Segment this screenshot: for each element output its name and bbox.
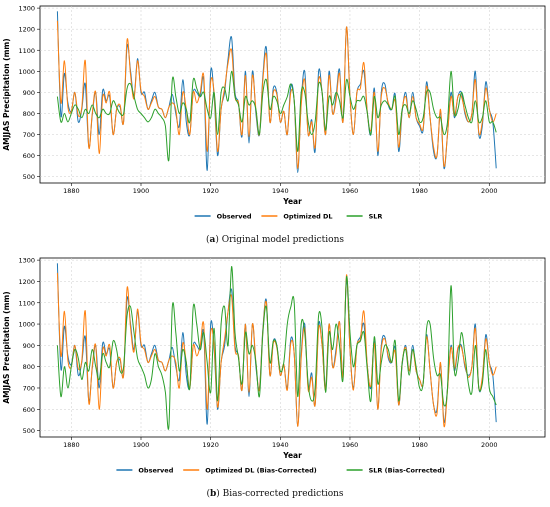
legend-label-0: Observed: [138, 467, 173, 475]
y-axis-label: AMJJAS Precipitation (mm): [2, 291, 11, 403]
y-tick-label: 1200: [18, 278, 35, 286]
caption-a: (a) Original model predictions: [205, 235, 344, 245]
x-tick-label: 1960: [342, 187, 359, 195]
caption-b-text: Bias-corrected predictions: [219, 489, 344, 499]
y-tick-label: 1300: [18, 5, 35, 13]
chart-panel-a: 500 600 700 800 900 1000 1100 1200 1300 1880 1900 1…: [0, 0, 550, 230]
x-tick-label: 1940: [272, 187, 289, 195]
y-tick-label: 1100: [18, 47, 35, 55]
plot-area: [39, 5, 546, 184]
x-axis-label: Year: [282, 451, 302, 460]
y-axis-label: AMJJAS Precipitation (mm): [2, 38, 11, 150]
x-tick-label: 1980: [411, 187, 428, 195]
y-tick-label: 1200: [18, 26, 35, 34]
series-line-2: [56, 265, 497, 430]
y-tick-label: 600: [23, 406, 35, 414]
y-tick-label: 900: [23, 342, 35, 350]
caption-a-text: Original model predictions: [218, 235, 344, 245]
series-line-2: [56, 70, 497, 162]
caption-a-letter: a: [209, 235, 216, 245]
y-tick-label: 500: [23, 427, 35, 435]
legend-label-2: SLR (Bias-Corrected): [369, 467, 445, 475]
x-tick-label: 1960: [342, 441, 359, 449]
chart-b: 500 600 700 800 900 1000 1100 1200 1300 1880 1900 1…: [2, 257, 546, 475]
legend-label-1: Optimized DL (Bias-Corrected): [205, 467, 317, 475]
y-tick-label: 600: [23, 152, 35, 160]
x-tick-label: 1940: [272, 441, 289, 449]
x-tick-label: 2000: [481, 187, 498, 195]
x-tick-label: 1980: [411, 441, 428, 449]
y-tick-label: 700: [23, 131, 35, 139]
y-tick-label: 700: [23, 384, 35, 392]
x-tick-label: 1920: [202, 441, 219, 449]
x-axis-label: Year: [282, 197, 302, 206]
chart-panel-b: 500 600 700 800 900 1000 1100 1200 1300 1880 1900 1…: [0, 253, 550, 485]
y-tick-label: 1000: [18, 321, 35, 329]
legend-label-0: Observed: [217, 213, 252, 221]
y-tick-label: 1000: [18, 68, 35, 76]
y-tick-label: 500: [23, 173, 35, 181]
x-tick-label: 1880: [63, 187, 80, 195]
x-tick-label: 2000: [481, 441, 498, 449]
chart-a: 500 600 700 800 900 1000 1100 1200 1300 1880 1900 1…: [2, 5, 546, 221]
y-tick-label: 1100: [18, 299, 35, 307]
caption-b: (b) Bias-corrected predictions: [206, 489, 344, 499]
y-tick-label: 1300: [18, 257, 35, 265]
legend-label-1: Optimized DL: [283, 213, 332, 221]
x-tick-label: 1920: [202, 187, 219, 195]
series-line-1: [56, 20, 497, 169]
y-tick-label: 900: [23, 89, 35, 97]
x-tick-label: 1880: [63, 441, 80, 449]
y-tick-label: 800: [23, 363, 35, 371]
legend-label-2: SLR: [369, 213, 383, 221]
plot-area: [39, 257, 546, 438]
caption-b-letter: b: [209, 489, 217, 499]
x-tick-label: 1900: [133, 441, 150, 449]
y-tick-label: 800: [23, 110, 35, 118]
x-tick-label: 1900: [133, 187, 150, 195]
